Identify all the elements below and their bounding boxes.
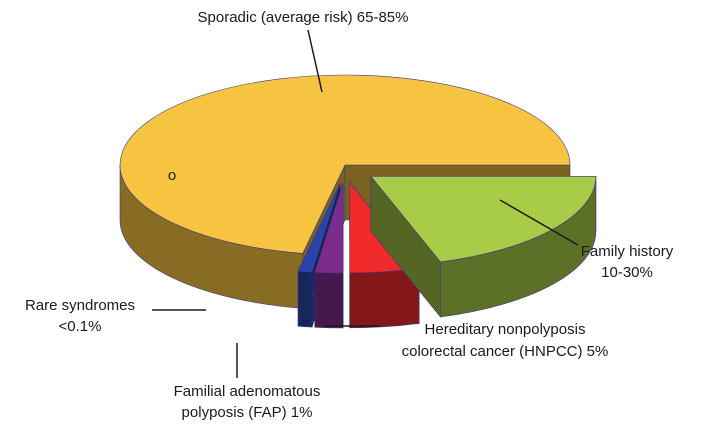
slice-wall [297, 270, 313, 328]
annotation: o [168, 167, 176, 184]
slice-wall [314, 271, 344, 329]
labels: Sporadic (average risk) 65-85% Family his… [25, 9, 674, 421]
slice-label: 10-30% [601, 264, 653, 281]
slice-label: <0.1% [59, 318, 102, 335]
slice-label: Sporadic (average risk) 65-85% [198, 9, 409, 26]
leader-line [499, 199, 579, 246]
slice-label: Familial adenomatous [174, 383, 321, 400]
pie [119, 74, 597, 329]
slice-label: Family history [581, 243, 674, 260]
slice [297, 182, 341, 273]
slice-label: Rare syndromes [25, 297, 135, 314]
slice-label: colorectal cancer (HNPCC) 5% [402, 343, 609, 360]
slice-label: polyposis (FAP) 1% [182, 404, 313, 421]
leader-line [307, 29, 323, 93]
slice [370, 176, 597, 263]
slice [314, 182, 344, 274]
slice [119, 74, 571, 254]
slice-label: Hereditary nonpolyposis [425, 321, 586, 338]
